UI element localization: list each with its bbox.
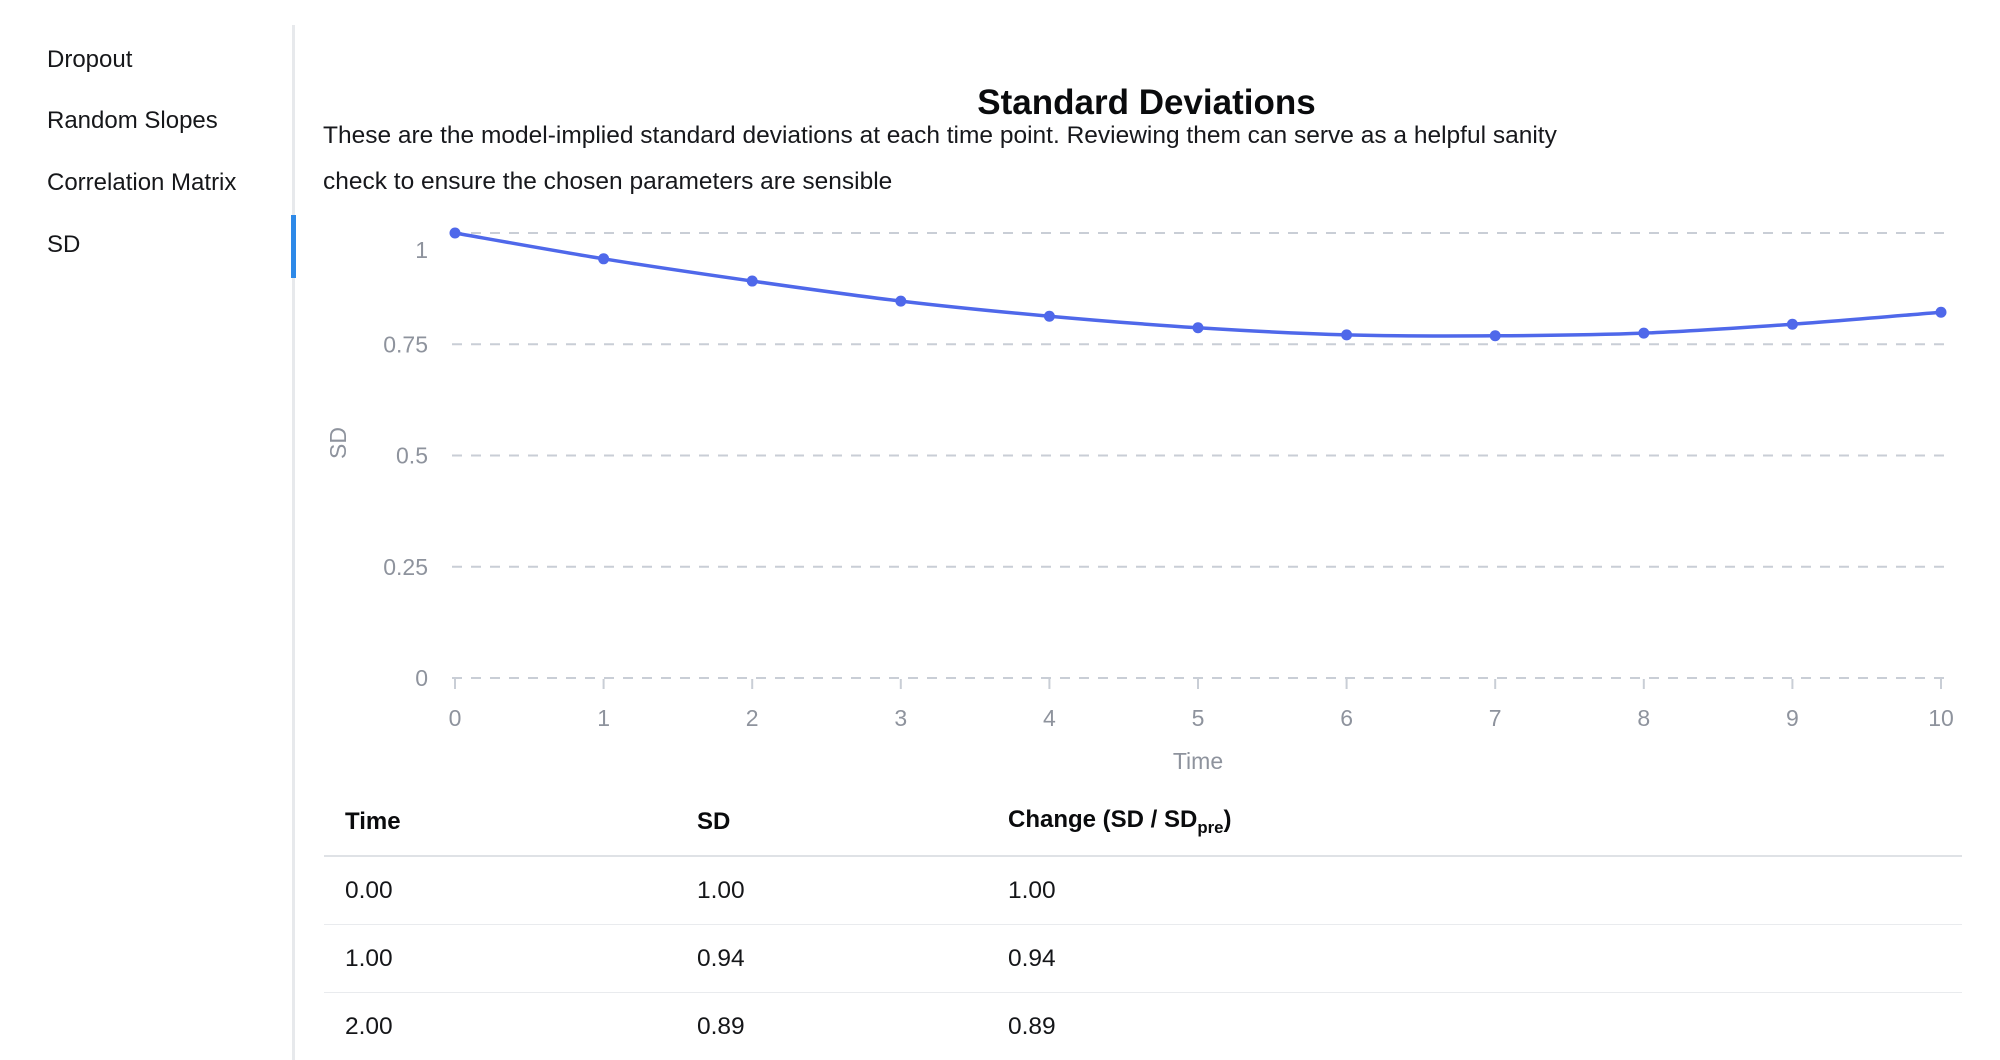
- x-axis-title: Time: [1173, 748, 1223, 774]
- sidebar-active-indicator: [291, 215, 296, 278]
- x-tick-label: 2: [746, 705, 759, 731]
- data-point[interactable]: [1935, 306, 1947, 318]
- y-tick-label: 0.75: [383, 331, 428, 357]
- data-point[interactable]: [1341, 329, 1353, 341]
- data-point[interactable]: [1786, 318, 1798, 330]
- table-cell: 1.00: [697, 876, 745, 904]
- y-tick-label: 0: [415, 665, 428, 691]
- table-cell: 2.00: [345, 1012, 393, 1040]
- table-header-time: Time: [345, 807, 401, 835]
- data-point[interactable]: [746, 275, 758, 287]
- page-title: Standard Deviations: [977, 83, 1316, 123]
- x-tick-label: 5: [1192, 705, 1205, 731]
- table-cell: 0.89: [1008, 1012, 1056, 1040]
- table-row: 0.00 1.00 1.00: [324, 857, 1962, 925]
- x-tick-label: 3: [894, 705, 907, 731]
- data-point[interactable]: [1638, 327, 1650, 339]
- data-point[interactable]: [895, 295, 907, 307]
- x-tick-label: 1: [597, 705, 610, 731]
- table-header-change: Change (SD / SDpre): [1008, 805, 1232, 837]
- data-point[interactable]: [598, 253, 610, 265]
- x-tick-label: 10: [1928, 705, 1954, 731]
- sidebar-divider: [292, 25, 295, 1060]
- table-row: 2.00 0.89 0.89: [324, 993, 1962, 1060]
- sidebar-item-dropout[interactable]: Dropout: [47, 46, 133, 73]
- sd-line: [453, 231, 1943, 338]
- x-tick-label: 8: [1637, 705, 1650, 731]
- table-cell: 0.00: [345, 876, 393, 904]
- table-cell: 0.94: [1008, 944, 1056, 972]
- x-tick-label: 4: [1043, 705, 1056, 731]
- data-point[interactable]: [449, 227, 461, 239]
- table-header-row: Time SD Change (SD / SDpre): [324, 788, 1962, 857]
- table-cell: 1.00: [1008, 876, 1056, 904]
- table-row: 1.00 0.94 0.94: [324, 925, 1962, 993]
- y-tick-label: 1: [415, 237, 428, 263]
- page-description: These are the model-implied standard dev…: [323, 113, 1557, 205]
- y-tick-label: 0.5: [396, 443, 428, 469]
- y-axis-title: SD: [325, 427, 351, 459]
- x-tick-label: 7: [1489, 705, 1502, 731]
- sd-table: Time SD Change (SD / SDpre) 0.00 1.00 1.00…: [324, 788, 1962, 1060]
- description-line-1: These are the model-implied standard dev…: [323, 122, 1557, 149]
- sidebar: Dropout Random Slopes Correlation Matrix…: [0, 0, 292, 1060]
- x-tick-label: 0: [449, 705, 462, 731]
- main-content: Standard Deviations These are the model-…: [293, 0, 2000, 1060]
- table-cell: 0.94: [697, 944, 745, 972]
- sidebar-item-sd[interactable]: SD: [47, 231, 81, 258]
- sd-table-body: 0.00 1.00 1.00 1.00 0.94 0.94 2.00 0.89 0.89: [324, 857, 1962, 1060]
- x-tick-label: 9: [1786, 705, 1799, 731]
- data-point[interactable]: [1192, 322, 1204, 334]
- sidebar-item-correlation-matrix[interactable]: Correlation Matrix: [47, 169, 237, 196]
- sidebar-item-random-slopes[interactable]: Random Slopes: [47, 107, 218, 134]
- table-header-sd: SD: [697, 807, 731, 835]
- description-line-2: check to ensure the chosen parameters ar…: [323, 168, 893, 195]
- table-cell: 0.89: [697, 1012, 745, 1040]
- data-point[interactable]: [1043, 310, 1055, 322]
- x-tick-label: 6: [1340, 705, 1353, 731]
- table-cell: 1.00: [345, 944, 393, 972]
- y-tick-label: 0.25: [383, 554, 428, 580]
- data-point[interactable]: [1489, 330, 1501, 342]
